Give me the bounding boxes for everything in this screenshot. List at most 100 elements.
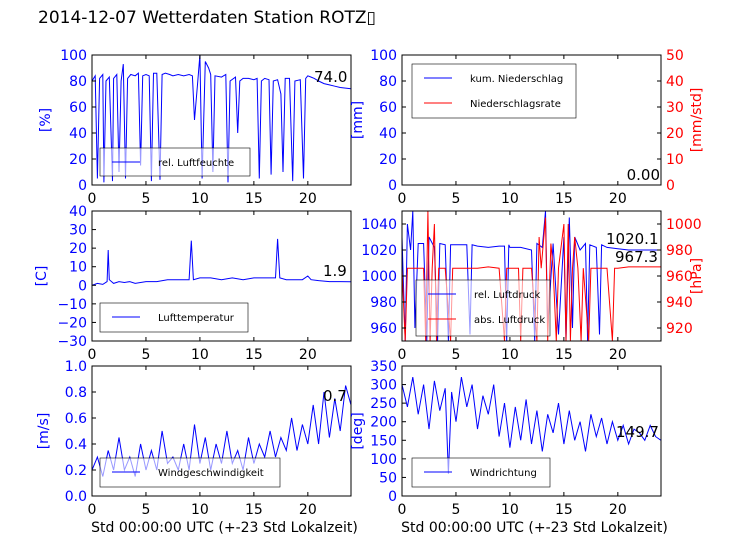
y2-tick-label: 50: [666, 48, 684, 64]
y-tick-label: 1040: [361, 217, 397, 233]
plot-frame: [91, 54, 352, 186]
x-tick-label: 15: [245, 502, 263, 518]
x-tick-label: 20: [299, 347, 317, 363]
x-tick-label: 5: [451, 347, 460, 363]
x-tick-label: 5: [451, 191, 460, 207]
x-axis-label: Std 00:00:00 UTC (+-23 Std Lokalzeit): [401, 520, 668, 536]
y-tick-label: 0: [388, 178, 397, 194]
y2-tick-label: 30: [666, 100, 684, 116]
y-axis-label: [m/s]: [36, 413, 52, 450]
y-tick-label: 40: [379, 126, 397, 142]
y-tick-label: 0: [388, 489, 397, 505]
y-tick-label: 1000: [361, 269, 397, 285]
x-tick-label: 5: [451, 502, 460, 518]
y-tick-label: 960: [370, 321, 397, 337]
y-tick-label: 100: [370, 48, 397, 64]
y-axis-label: [mm]: [350, 101, 366, 139]
y-tick-label: 0.0: [65, 489, 87, 505]
x-tick-label: 0: [398, 191, 407, 207]
y2-axis-label: [mm/std]: [689, 88, 705, 153]
y-tick-label: 250: [370, 396, 397, 412]
legend-label: rel. Luftfeuchte: [158, 158, 234, 169]
x-axis-label: Std 00:00:00 UTC (+-23 Std Lokalzeit): [91, 520, 358, 536]
x-tick-label: 10: [191, 191, 209, 207]
series-line-temperature-0: [92, 238, 351, 286]
x-tick-label: 0: [398, 502, 407, 518]
last-value-annotation: 967.3: [615, 248, 658, 266]
x-tick-label: 0: [88, 502, 97, 518]
x-tick-label: 15: [555, 191, 573, 207]
series-line-humidity-0: [92, 55, 351, 183]
legend-box: [411, 63, 577, 119]
y2-tick-label: 980: [666, 243, 693, 259]
y-tick-label: 350: [370, 359, 397, 375]
y-tick-label: 100: [60, 48, 87, 64]
y-tick-label: 150: [370, 433, 397, 449]
legend-label: Windgeschwindigkeit: [158, 468, 264, 479]
x-tick-label: 5: [141, 502, 150, 518]
y-tick-label: −20: [57, 315, 87, 331]
chart-windspeed: 0 5 10 15 20 0.0 0.2 0.4 0.6 0.8 1.0 [m/s] Std 00:00…: [36, 359, 358, 536]
y2-tick-label: 1000: [666, 217, 702, 233]
x-tick-label: 15: [555, 502, 573, 518]
y-tick-label: 1.0: [65, 359, 87, 375]
y2-tick-label: 20: [666, 126, 684, 142]
last-value-annotation: 0.7: [323, 387, 347, 405]
legend-label: rel. Luftdruck: [474, 290, 540, 301]
last-value-annotation: 1.9: [323, 262, 347, 280]
y2-axis-label: [hPa]: [689, 258, 705, 294]
last-value-annotation: 74.0: [314, 68, 347, 86]
y-tick-label: 20: [69, 152, 87, 168]
x-tick-label: 20: [609, 191, 627, 207]
last-value-annotation: 1020.1: [606, 230, 659, 248]
y-tick-label: 1020: [361, 243, 397, 259]
plot-frame: [91, 365, 352, 497]
x-tick-label: 10: [501, 502, 519, 518]
y2-tick-label: 40: [666, 74, 684, 90]
x-tick-label: 0: [88, 347, 97, 363]
x-tick-label: 15: [245, 347, 263, 363]
plot-frame: [91, 210, 352, 342]
chart-temperature: 0 5 10 15 20 −30 −20 −10 0 10 20 30 40 [C] Lufttempera…: [34, 204, 352, 363]
x-tick-label: 15: [245, 191, 263, 207]
y-tick-label: 0.4: [65, 437, 87, 453]
x-tick-label: 5: [141, 191, 150, 207]
y-tick-label: 60: [69, 100, 87, 116]
y2-tick-label: 960: [666, 269, 693, 285]
y-tick-label: 0.8: [65, 385, 87, 401]
y-tick-label: 40: [69, 204, 87, 220]
legend-label: Lufttemperatur: [158, 313, 235, 324]
y-tick-label: 30: [69, 223, 87, 239]
chart-humidity: 0 5 10 15 20 0 20 40 60 80 100 [%] rel. Luftfeuchte 7…: [38, 48, 352, 207]
x-tick-label: 20: [299, 191, 317, 207]
legend-label: Windrichtung: [470, 468, 537, 479]
y-tick-label: 0.6: [65, 411, 87, 427]
x-tick-label: 20: [609, 502, 627, 518]
chart-precip: 0 5 10 15 20 0 20 40 60 80 100 0 10 20 30 40 50 [mm] [mm/s…: [350, 48, 705, 207]
y-tick-label: 20: [69, 241, 87, 257]
last-value-annotation: 0.00: [627, 166, 660, 184]
x-tick-label: 15: [555, 347, 573, 363]
y2-tick-label: 920: [666, 321, 693, 337]
y-tick-label: 100: [370, 452, 397, 468]
x-tick-label: 0: [398, 347, 407, 363]
y-tick-label: 80: [379, 74, 397, 90]
x-tick-label: 10: [191, 347, 209, 363]
y-tick-label: 300: [370, 378, 397, 394]
y-tick-label: −10: [57, 297, 87, 313]
y-tick-label: 60: [379, 100, 397, 116]
legend-box: [415, 279, 551, 337]
legend-label: abs. Luftdruck: [474, 315, 545, 326]
y-tick-label: 40: [69, 126, 87, 142]
x-tick-label: 0: [88, 191, 97, 207]
y-tick-label: 20: [379, 152, 397, 168]
y-tick-label: 0: [78, 178, 87, 194]
y-tick-label: 10: [69, 260, 87, 276]
y2-tick-label: 0: [666, 178, 675, 194]
page-title: 2014-12-07 Wetterdaten Station ROTZ▯: [38, 8, 376, 28]
y-tick-label: 0.2: [65, 463, 87, 479]
x-tick-label: 10: [501, 347, 519, 363]
legend-label: kum. Niederschlag: [470, 74, 563, 85]
